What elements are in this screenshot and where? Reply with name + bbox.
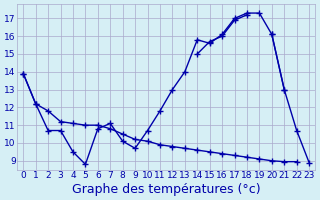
X-axis label: Graphe des températures (°c): Graphe des températures (°c) [72, 183, 260, 196]
